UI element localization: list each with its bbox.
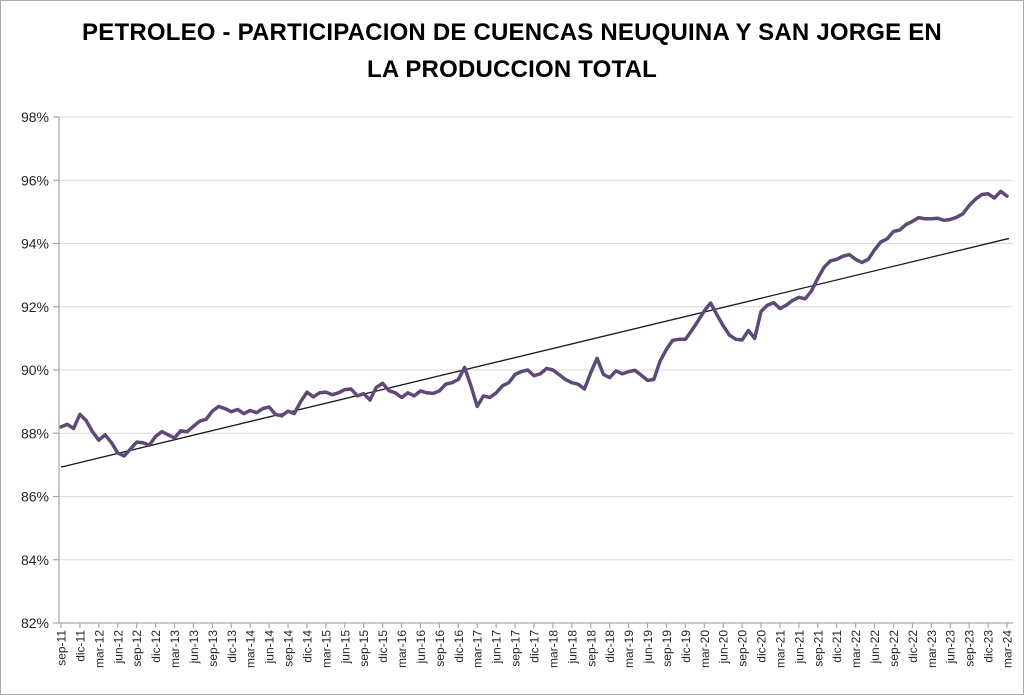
x-tick-label: dic-15 <box>376 630 390 663</box>
x-tick-label: dic-22 <box>906 630 920 663</box>
y-tick-label: 88% <box>21 425 49 441</box>
x-tick-label: dic-12 <box>149 630 163 663</box>
x-tick-label: dic-16 <box>452 630 466 663</box>
x-tick-label: jun-14 <box>263 630 277 665</box>
x-tick-label: jun-17 <box>490 630 504 665</box>
x-tick-label: dic-18 <box>603 630 617 663</box>
y-tick-label: 90% <box>21 362 49 378</box>
x-tick-label: mar-23 <box>925 630 939 668</box>
x-tick-label: jun-12 <box>111 630 125 665</box>
x-tick-label: dic-19 <box>679 630 693 663</box>
x-tick-label: sep-19 <box>660 630 674 667</box>
y-tick-label: 82% <box>21 615 49 631</box>
x-tick-label: jun-23 <box>944 630 958 665</box>
x-tick-label: dic-13 <box>225 630 239 663</box>
x-tick-label: jun-20 <box>717 630 731 665</box>
x-tick-label: sep-22 <box>887 630 901 667</box>
x-tick-label: sep-13 <box>206 630 220 667</box>
x-tick-label: mar-22 <box>849 630 863 668</box>
x-tick-label: dic-11 <box>73 630 87 662</box>
y-tick-label: 86% <box>21 489 49 505</box>
x-tick-label: mar-14 <box>244 630 258 668</box>
y-tick-label: 98% <box>21 109 49 125</box>
x-tick-label: sep-20 <box>736 630 750 667</box>
x-tick-label: mar-13 <box>168 630 182 668</box>
x-tick-label: mar-17 <box>471 630 485 668</box>
x-tick-label: jun-21 <box>792 630 806 665</box>
x-tick-label: mar-21 <box>773 630 787 668</box>
x-tick-label: mar-18 <box>546 630 560 668</box>
y-axis-labels: 98% 96% 94% 92% 90% 88% 86% 84% 82% <box>21 109 59 631</box>
x-tick-label: mar-12 <box>92 630 106 668</box>
x-tick-label: sep-16 <box>433 630 447 667</box>
x-tick-label: jun-16 <box>414 630 428 665</box>
x-tick-label: jun-18 <box>565 630 579 665</box>
x-tick-label: jun-22 <box>868 630 882 665</box>
x-tick-label: sep-23 <box>963 630 977 667</box>
x-tick-label: sep-12 <box>130 630 144 667</box>
y-tick-label: 84% <box>21 552 49 568</box>
trend-line <box>60 237 1010 468</box>
x-tick-label: sep-18 <box>584 630 598 667</box>
y-tick-label: 96% <box>21 172 49 188</box>
series-line <box>59 189 1009 458</box>
x-tick-label: sep-17 <box>509 630 523 667</box>
x-tick-label: sep-14 <box>282 630 296 667</box>
x-tick-label: mar-19 <box>622 630 636 668</box>
x-tick-label: sep-15 <box>357 630 371 667</box>
x-tick-label: dic-17 <box>528 630 542 663</box>
x-tick-label: mar-15 <box>319 630 333 668</box>
x-tick-label: sep-21 <box>811 630 825 667</box>
x-tick-label: jun-19 <box>641 630 655 665</box>
x-tick-label: dic-21 <box>830 630 844 663</box>
x-tick-label: dic-23 <box>982 630 996 663</box>
x-tick-label: dic-20 <box>755 630 769 663</box>
x-tick-label: mar-16 <box>395 630 409 668</box>
x-tick-label: mar-20 <box>698 630 712 668</box>
x-tick-label: jun-13 <box>187 630 201 665</box>
y-tick-label: 94% <box>21 236 49 252</box>
x-tick-label: mar-24 <box>1001 630 1015 668</box>
gridlines <box>59 116 1013 561</box>
y-tick-label: 92% <box>21 299 49 315</box>
x-tick-label: sep-11 <box>55 630 69 666</box>
x-axis-labels: sep-11 dic-11 mar-12 jun-12 sep-12 dic-12 mar-… <box>55 623 1015 668</box>
x-tick-label: dic-14 <box>300 630 314 663</box>
x-tick-label: jun-15 <box>338 630 352 665</box>
chart-title: PETROLEO - PARTICIPACION DE CUENCAS NEUQ… <box>82 19 942 83</box>
